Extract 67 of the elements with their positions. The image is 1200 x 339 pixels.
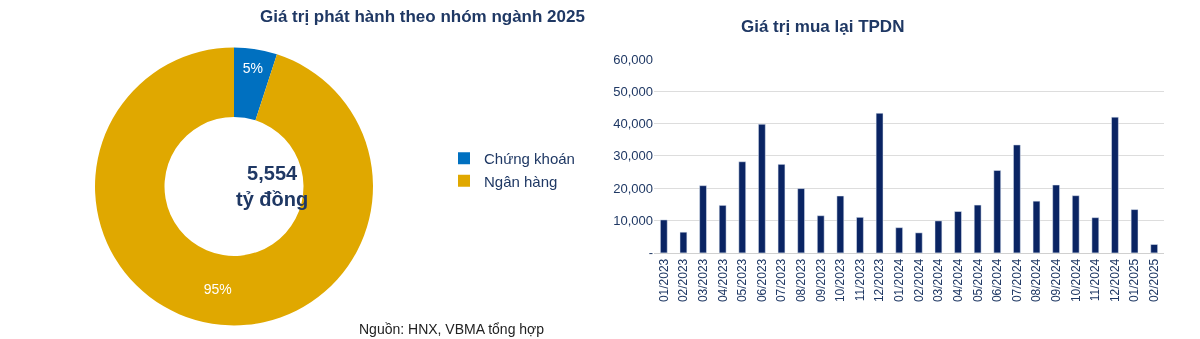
bar bbox=[836, 195, 845, 253]
x-tick-label: 05/2023 bbox=[735, 258, 750, 303]
x-tick-label: 02/2023 bbox=[676, 258, 691, 303]
bar bbox=[699, 185, 707, 253]
data-label: 5% bbox=[242, 59, 263, 76]
bar bbox=[1111, 116, 1119, 253]
bar bbox=[1052, 184, 1060, 253]
chart-title: Giá trị phát hành theo nhóm ngành 2025 bbox=[260, 7, 585, 26]
bar bbox=[973, 204, 982, 253]
x-tick-label: 09/2023 bbox=[813, 258, 828, 303]
x-tick-label: 09/2024 bbox=[1049, 258, 1064, 303]
x-tick-label: 04/2024 bbox=[950, 258, 965, 303]
y-tick-label: 60,000 bbox=[613, 51, 653, 67]
x-tick-label: 03/2024 bbox=[931, 258, 946, 303]
y-tick-label: 30,000 bbox=[613, 148, 653, 164]
bar bbox=[1091, 217, 1100, 253]
x-tick-label: 12/2024 bbox=[1107, 258, 1122, 303]
bar bbox=[1032, 200, 1041, 253]
y-tick-label: 40,000 bbox=[613, 116, 653, 132]
bar bbox=[817, 215, 825, 253]
text: Nguồn: HNX, VBMA tổng hợp bbox=[359, 321, 545, 337]
y-tick-label: 10,000 bbox=[613, 213, 653, 229]
x-tick-label: 01/2024 bbox=[892, 258, 907, 303]
legend-label: Chứng khoán bbox=[484, 150, 575, 168]
bar bbox=[954, 211, 962, 253]
bar bbox=[797, 188, 805, 253]
x-tick-label: 10/2024 bbox=[1068, 258, 1083, 303]
bar bbox=[1150, 244, 1158, 253]
bar bbox=[875, 113, 884, 253]
bar bbox=[993, 170, 1001, 253]
bar bbox=[718, 205, 727, 253]
x-tick-label: 07/2024 bbox=[1009, 258, 1024, 303]
x-tick-label: 04/2023 bbox=[715, 258, 730, 303]
x-tick-label: 07/2023 bbox=[774, 258, 789, 303]
y-tick-label: 50,000 bbox=[613, 83, 653, 99]
y-tick-label: - bbox=[648, 245, 653, 261]
y-tick-label: 20,000 bbox=[613, 180, 653, 196]
bar bbox=[738, 161, 746, 253]
data-label: 95% bbox=[203, 281, 232, 298]
bar bbox=[915, 232, 923, 253]
x-tick-label: 12/2023 bbox=[872, 258, 887, 303]
x-tick-label: 06/2023 bbox=[754, 258, 769, 303]
bar bbox=[1130, 209, 1139, 253]
x-tick-label: 06/2024 bbox=[990, 258, 1005, 303]
x-tick-label: 03/2023 bbox=[695, 258, 710, 303]
x-tick-label: 05/2024 bbox=[970, 258, 985, 303]
bar bbox=[856, 217, 864, 253]
bar bbox=[934, 220, 943, 253]
x-tick-label: 01/2023 bbox=[656, 258, 671, 303]
donut-slice bbox=[234, 47, 277, 121]
legend-label: Ngân hàng bbox=[484, 172, 558, 190]
bar bbox=[777, 164, 786, 253]
bar bbox=[660, 219, 668, 253]
x-tick-label: 11/2024 bbox=[1088, 258, 1103, 302]
x-tick-label: 08/2024 bbox=[1029, 258, 1044, 303]
x-tick-label: 08/2023 bbox=[794, 258, 809, 303]
x-tick-label: 02/2025 bbox=[1147, 258, 1162, 303]
x-tick-label: 01/2025 bbox=[1127, 258, 1142, 303]
bar bbox=[1072, 195, 1080, 253]
x-tick-label: 02/2024 bbox=[911, 258, 926, 303]
x-tick-label: 11/2023 bbox=[852, 258, 867, 302]
bar bbox=[895, 227, 903, 253]
x-tick-label: 10/2023 bbox=[833, 258, 848, 303]
bar bbox=[1013, 144, 1021, 253]
bar bbox=[758, 124, 766, 253]
chart-title: Giá trị mua lại TPDN bbox=[741, 17, 905, 36]
bar bbox=[679, 231, 688, 253]
